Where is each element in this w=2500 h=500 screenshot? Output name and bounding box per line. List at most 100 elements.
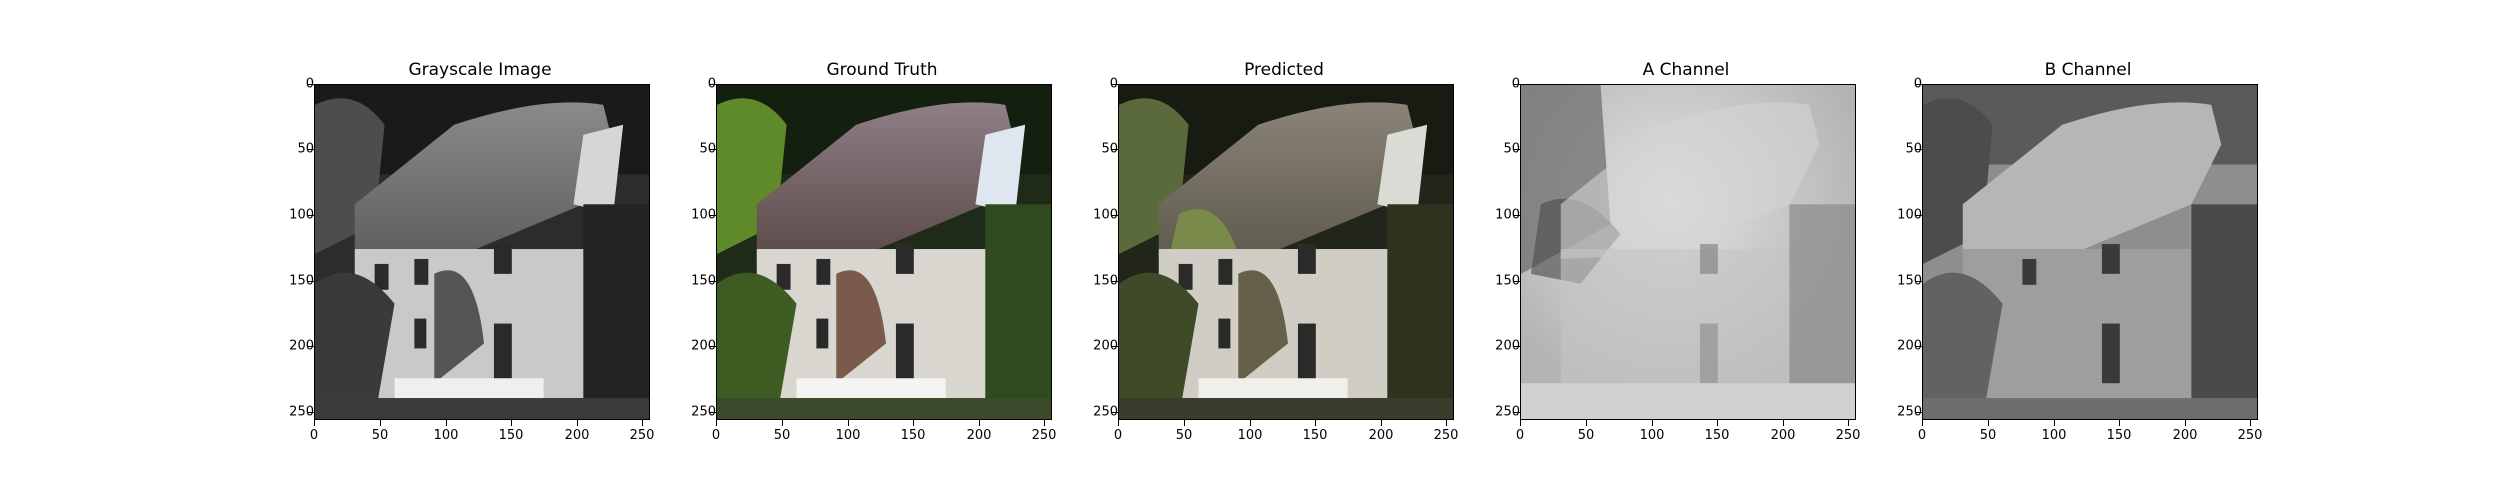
panel-grayscale: Grayscale Image [270,0,690,500]
y-tick-label: 0 [1913,76,1922,92]
x-tick-label: 0 [1917,428,1927,443]
x-tick-mark [1717,420,1718,426]
y-tick-label: 50 [1905,141,1922,157]
x-tick-mark [2054,420,2055,426]
panel-title: Grayscale Image [408,60,552,80]
x-tick-label: 0 [1515,428,1525,443]
x-tick-mark [380,420,381,426]
x-tick-label: 200 [966,428,992,443]
y-tick-mark [1514,215,1520,216]
y-tick-mark [710,412,716,413]
x-tick-label: 50 [1175,428,1193,443]
x-tick-label: 50 [371,428,389,443]
y-tick-mark [1514,149,1520,150]
a-channel-image [1520,84,1856,420]
y-tick-label: 250 [289,404,314,420]
x-tick-mark [446,420,447,426]
x-tick-mark [848,420,849,426]
y-tick-mark [710,281,716,282]
y-tick-mark [1514,412,1520,413]
cottage-image-predicted [1119,85,1453,419]
y-tick-label: 250 [1897,404,1922,420]
x-tick-label: 150 [1704,428,1730,443]
x-tick-label: 100 [1237,428,1263,443]
y-tick-label: 150 [1897,273,1922,289]
x-tick-mark [1118,420,1119,426]
cottage-image-color [717,85,1051,419]
x-tick-label: 250 [2237,428,2263,443]
x-tick-label: 100 [1639,428,1665,443]
y-tick-mark [1514,281,1520,282]
panel-ground-truth: Ground Truth [672,0,1092,500]
y-tick-label: 100 [1897,207,1922,223]
y-tick-label: 150 [289,273,314,289]
y-tick-mark [1112,412,1118,413]
panel-title: B Channel [2044,60,2132,80]
x-tick-mark [913,420,914,426]
x-tick-label: 200 [564,428,590,443]
y-tick-label: 0 [707,76,716,92]
x-tick-label: 50 [773,428,791,443]
y-tick-label: 100 [289,207,314,223]
x-tick-mark [979,420,980,426]
x-tick-label: 0 [309,428,319,443]
x-tick-label: 100 [433,428,459,443]
y-tick-label: 100 [1093,207,1118,223]
x-tick-mark [1783,420,1784,426]
y-tick-mark [1916,149,1922,150]
x-tick-mark [1922,420,1923,426]
y-tick-label: 200 [1897,338,1922,354]
panel-b-channel: B Channel 0 50 100 150 200 [1878,0,2298,500]
y-tick-label: 200 [1495,338,1520,354]
y-tick-mark [710,346,716,347]
y-tick-mark [1112,281,1118,282]
y-tick-label: 100 [1495,207,1520,223]
y-tick-label: 200 [1093,338,1118,354]
panel-title: Ground Truth [826,60,938,80]
y-tick-label: 150 [1495,273,1520,289]
panel-a-channel: A Channel 0 50 [1476,0,1896,500]
y-tick-label: 100 [691,207,716,223]
y-tick-label: 200 [691,338,716,354]
x-tick-mark [1315,420,1316,426]
y-tick-mark [1916,281,1922,282]
x-tick-mark [511,420,512,426]
x-tick-label: 250 [1433,428,1459,443]
y-tick-mark [1916,346,1922,347]
y-tick-mark [1514,84,1520,85]
b-channel-image [1922,84,2258,420]
y-tick-label: 50 [297,141,314,157]
grayscale-image [314,84,650,420]
y-tick-mark [710,84,716,85]
x-tick-mark [2250,420,2251,426]
y-tick-label: 150 [1093,273,1118,289]
x-tick-label: 150 [498,428,524,443]
x-tick-label: 0 [711,428,721,443]
y-tick-label: 0 [305,76,314,92]
x-tick-label: 150 [1302,428,1328,443]
y-tick-label: 50 [1503,141,1520,157]
x-tick-mark [716,420,717,426]
x-tick-mark [2185,420,2186,426]
x-tick-mark [1044,420,1045,426]
panel-title: A Channel [1642,60,1730,80]
b-channel-map [1923,85,2257,419]
x-tick-mark [1848,420,1849,426]
x-tick-mark [314,420,315,426]
x-tick-label: 250 [1031,428,1057,443]
panel-predicted: Predicted [1074,0,1494,500]
y-tick-label: 50 [1101,141,1118,157]
y-tick-label: 250 [1093,404,1118,420]
x-tick-label: 50 [1979,428,1997,443]
y-tick-mark [710,215,716,216]
y-tick-mark [308,346,314,347]
cottage-image-gray [315,85,649,419]
y-tick-mark [308,281,314,282]
y-tick-label: 250 [691,404,716,420]
y-tick-mark [308,215,314,216]
y-tick-mark [1916,84,1922,85]
y-tick-mark [1112,215,1118,216]
x-tick-label: 200 [2172,428,2198,443]
x-tick-label: 200 [1368,428,1394,443]
predicted-image [1118,84,1454,420]
